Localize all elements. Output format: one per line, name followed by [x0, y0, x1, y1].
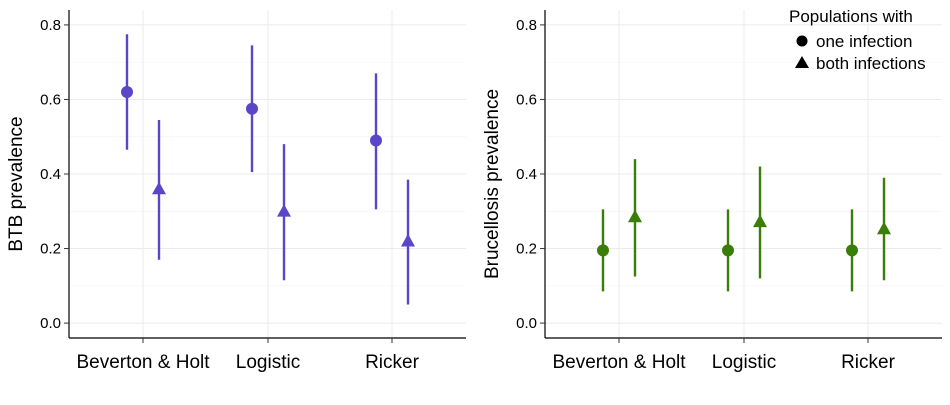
y-tick-label: 0.8: [40, 17, 61, 34]
y-tick-label: 0.8: [516, 17, 537, 34]
legend: Populations with one infection both infect…: [789, 7, 926, 73]
gridlines: [545, 10, 942, 338]
data-point-circle: [722, 244, 734, 257]
y-tick-label: 0.4: [40, 166, 61, 183]
data-point-triangle: [401, 233, 415, 247]
data-point-circle: [370, 134, 382, 147]
y-tick-label: 0.0: [516, 315, 537, 332]
legend-entry-label: one infection: [816, 32, 912, 51]
gridlines: [69, 10, 466, 338]
data-point-triangle: [152, 181, 166, 195]
legend-title: Populations with: [789, 7, 913, 26]
legend-key-triangle: [795, 56, 809, 68]
series-circle: [121, 34, 382, 210]
series-circle: [597, 209, 858, 292]
data-point-triangle: [753, 214, 767, 228]
data-point-circle: [121, 86, 133, 98]
series-triangle: [152, 119, 415, 305]
x-tick-label: Logistic: [236, 352, 300, 373]
panel-1: 0.0 0.2 0.4 0.6 0.8 Beverton & Holt Logistic Ri…: [6, 10, 466, 373]
y-tick-label: 0.2: [516, 241, 537, 258]
y-tick-label: 0.6: [516, 91, 537, 108]
data-point-circle: [246, 102, 258, 115]
y-tick-label: 0.2: [40, 241, 61, 258]
legend-entry-label: both infections: [816, 54, 926, 73]
panel-2: 0.0 0.2 0.4 0.6 0.8 Beverton & Holt Logistic Ri…: [482, 7, 942, 373]
series-triangle: [628, 159, 891, 281]
data-point-triangle: [277, 204, 291, 217]
x-tick-label: Logistic: [712, 352, 776, 373]
y-tick-label: 0.6: [40, 91, 61, 108]
data-point-triangle: [628, 209, 642, 223]
y-axis-title: BTB prevalence: [6, 116, 27, 251]
x-tick-label: Beverton & Holt: [552, 352, 686, 373]
legend-key-circle: [796, 35, 808, 47]
data-point-circle: [597, 244, 609, 257]
x-tick-label: Ricker: [365, 352, 420, 373]
data-point-circle: [846, 244, 858, 257]
data-point-triangle: [877, 221, 891, 235]
y-tick-label: 0.4: [516, 166, 537, 183]
y-tick-label: 0.0: [40, 315, 61, 332]
y-axis-title: Brucellosis prevalence: [482, 89, 503, 279]
x-tick-label: Beverton & Holt: [76, 352, 210, 373]
x-tick-label: Ricker: [841, 352, 896, 373]
